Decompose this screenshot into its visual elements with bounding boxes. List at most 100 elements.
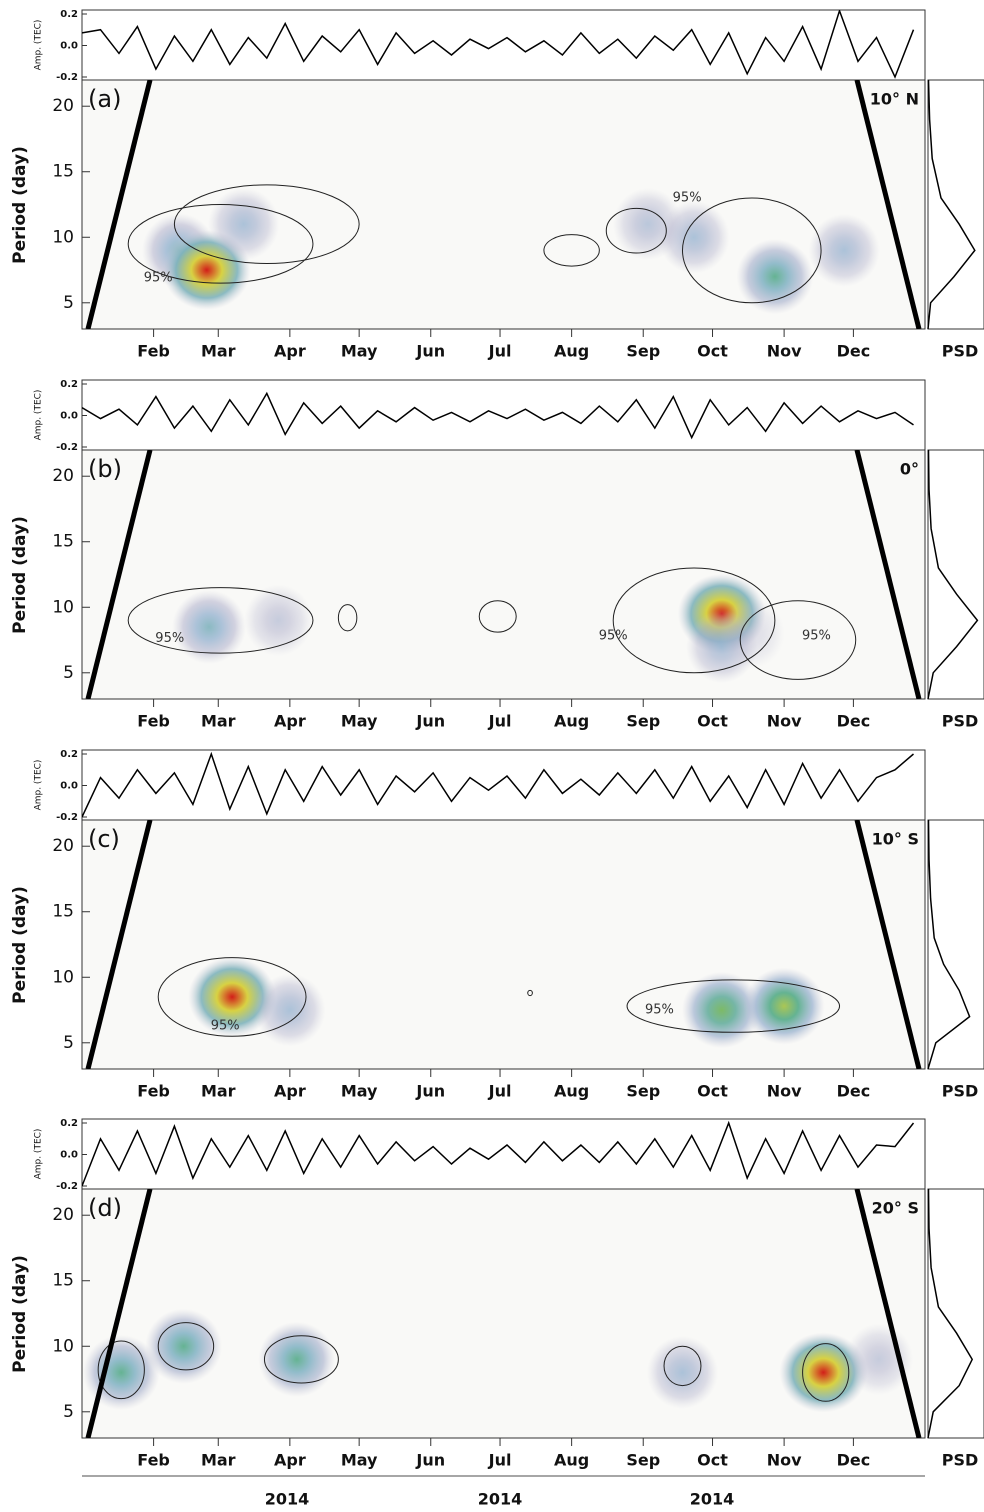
cone-of-influence bbox=[854, 820, 922, 1069]
contour-label: 95% bbox=[673, 190, 702, 205]
x-tick-label: Oct bbox=[697, 1082, 728, 1101]
year-label: 2014 bbox=[690, 1490, 735, 1509]
panel-label: (a) bbox=[88, 85, 121, 113]
y-tick-label: 10 bbox=[52, 967, 74, 987]
x-tick-label: Aug bbox=[554, 1082, 589, 1101]
amp-axis-label: Amp. (TEC) bbox=[34, 1129, 44, 1180]
amp-tick-label: 0.2 bbox=[60, 749, 78, 760]
x-tick-label: Jun bbox=[415, 342, 445, 361]
power-blob bbox=[658, 200, 730, 274]
power-blob bbox=[258, 1321, 336, 1397]
x-tick-label: Dec bbox=[837, 712, 871, 731]
year-label: 2014 bbox=[265, 1490, 310, 1509]
x-tick-label: Apr bbox=[274, 712, 306, 731]
y-tick-label: 20 bbox=[52, 836, 74, 856]
amp-line bbox=[82, 751, 914, 818]
contour-label: 95% bbox=[802, 629, 831, 644]
x-tick-label: Dec bbox=[837, 342, 871, 361]
psd-label: PSD bbox=[942, 712, 979, 731]
significance-contour bbox=[681, 197, 822, 304]
x-tick-label: Jun bbox=[415, 1082, 445, 1101]
significance-contour bbox=[263, 1335, 339, 1384]
panel-label: (d) bbox=[88, 1194, 122, 1222]
power-blob bbox=[172, 589, 247, 664]
x-tick-label: Jul bbox=[488, 1451, 512, 1470]
power-blob bbox=[736, 238, 814, 315]
x-tick-label: Feb bbox=[137, 712, 170, 731]
x-tick-label: Feb bbox=[137, 1082, 170, 1101]
amp-axis-label: Amp. (TEC) bbox=[34, 390, 44, 441]
x-tick-label: Oct bbox=[697, 1451, 728, 1470]
x-tick-label: Feb bbox=[137, 1451, 170, 1470]
significance-contour bbox=[127, 587, 314, 654]
y-tick-label: 5 bbox=[63, 1033, 74, 1053]
region-label: 20° S bbox=[872, 1199, 919, 1218]
psd-frame bbox=[927, 449, 984, 700]
amp-frame bbox=[81, 749, 926, 821]
power-blob bbox=[145, 1308, 223, 1384]
significance-contour bbox=[802, 1343, 850, 1402]
x-tick-label: Aug bbox=[554, 712, 589, 731]
amp-frame bbox=[81, 9, 926, 81]
power-blob bbox=[681, 971, 762, 1049]
y-tick-label: 10 bbox=[52, 227, 74, 247]
amp-line bbox=[82, 1120, 915, 1187]
significance-contour bbox=[626, 979, 841, 1033]
x-tick-label: Dec bbox=[837, 1082, 871, 1101]
contour-label: 95% bbox=[144, 270, 173, 285]
contour-label: 95% bbox=[155, 631, 184, 646]
x-tick-label: Nov bbox=[767, 342, 802, 361]
y-tick-label: 10 bbox=[52, 597, 74, 617]
x-tick-label: Jul bbox=[488, 342, 512, 361]
y-tick-label: 20 bbox=[52, 96, 74, 116]
x-tick-label: Jul bbox=[488, 1082, 512, 1101]
cone-of-influence bbox=[85, 450, 153, 699]
x-tick-label: Mar bbox=[201, 1451, 236, 1470]
cone-of-influence bbox=[85, 820, 153, 1069]
amp-tick-label: -0.2 bbox=[56, 72, 78, 83]
spectrum: 95% 95% bbox=[85, 820, 922, 1069]
contour-label: 95% bbox=[211, 1018, 240, 1033]
significance-contour bbox=[173, 184, 360, 264]
y-tick-label: 5 bbox=[63, 663, 74, 683]
x-tick-label: Nov bbox=[767, 1451, 802, 1470]
x-tick-label: Sep bbox=[626, 1082, 660, 1101]
amp-line bbox=[82, 391, 914, 440]
significance-contour bbox=[157, 957, 307, 1037]
significance-contour bbox=[612, 567, 776, 674]
x-tick-label: Aug bbox=[554, 342, 589, 361]
significance-contour bbox=[527, 989, 533, 997]
year-label: 2014 bbox=[478, 1490, 523, 1509]
y-tick-label: 15 bbox=[52, 162, 74, 182]
x-tick-label: Nov bbox=[767, 712, 802, 731]
psd-frame bbox=[927, 1188, 984, 1439]
x-tick-label: Sep bbox=[626, 1451, 660, 1470]
cone-of-influence bbox=[85, 1189, 153, 1438]
y-axis-label: Period (day) bbox=[10, 516, 30, 634]
amp-axis-label: Amp. (TEC) bbox=[34, 760, 44, 811]
amp-tick-label: 0.0 bbox=[60, 41, 78, 52]
power-blob bbox=[254, 973, 326, 1047]
x-tick-label: Mar bbox=[201, 1082, 236, 1101]
x-tick-label: Sep bbox=[626, 712, 660, 731]
region-label: 10° N bbox=[870, 90, 919, 109]
power-blob bbox=[844, 1323, 914, 1396]
y-tick-label: 20 bbox=[52, 1205, 74, 1225]
x-tick-label: Mar bbox=[201, 342, 236, 361]
power-blob bbox=[208, 187, 280, 261]
x-tick-label: Sep bbox=[626, 342, 660, 361]
y-tick-label: 10 bbox=[52, 1336, 74, 1356]
amp-tick-label: 0.0 bbox=[60, 1150, 78, 1161]
x-tick-label: Apr bbox=[274, 1451, 306, 1470]
x-tick-label: Jun bbox=[415, 1451, 445, 1470]
x-tick-label: Oct bbox=[697, 342, 728, 361]
power-blob bbox=[743, 967, 825, 1045]
power-blob bbox=[244, 584, 313, 657]
y-tick-label: 20 bbox=[52, 466, 74, 486]
significance-contour bbox=[127, 204, 314, 284]
x-tick-label: Dec bbox=[837, 1451, 871, 1470]
y-tick-label: 15 bbox=[52, 902, 74, 922]
amp-tick-label: -0.2 bbox=[56, 812, 78, 823]
significance-contour bbox=[663, 1345, 702, 1387]
